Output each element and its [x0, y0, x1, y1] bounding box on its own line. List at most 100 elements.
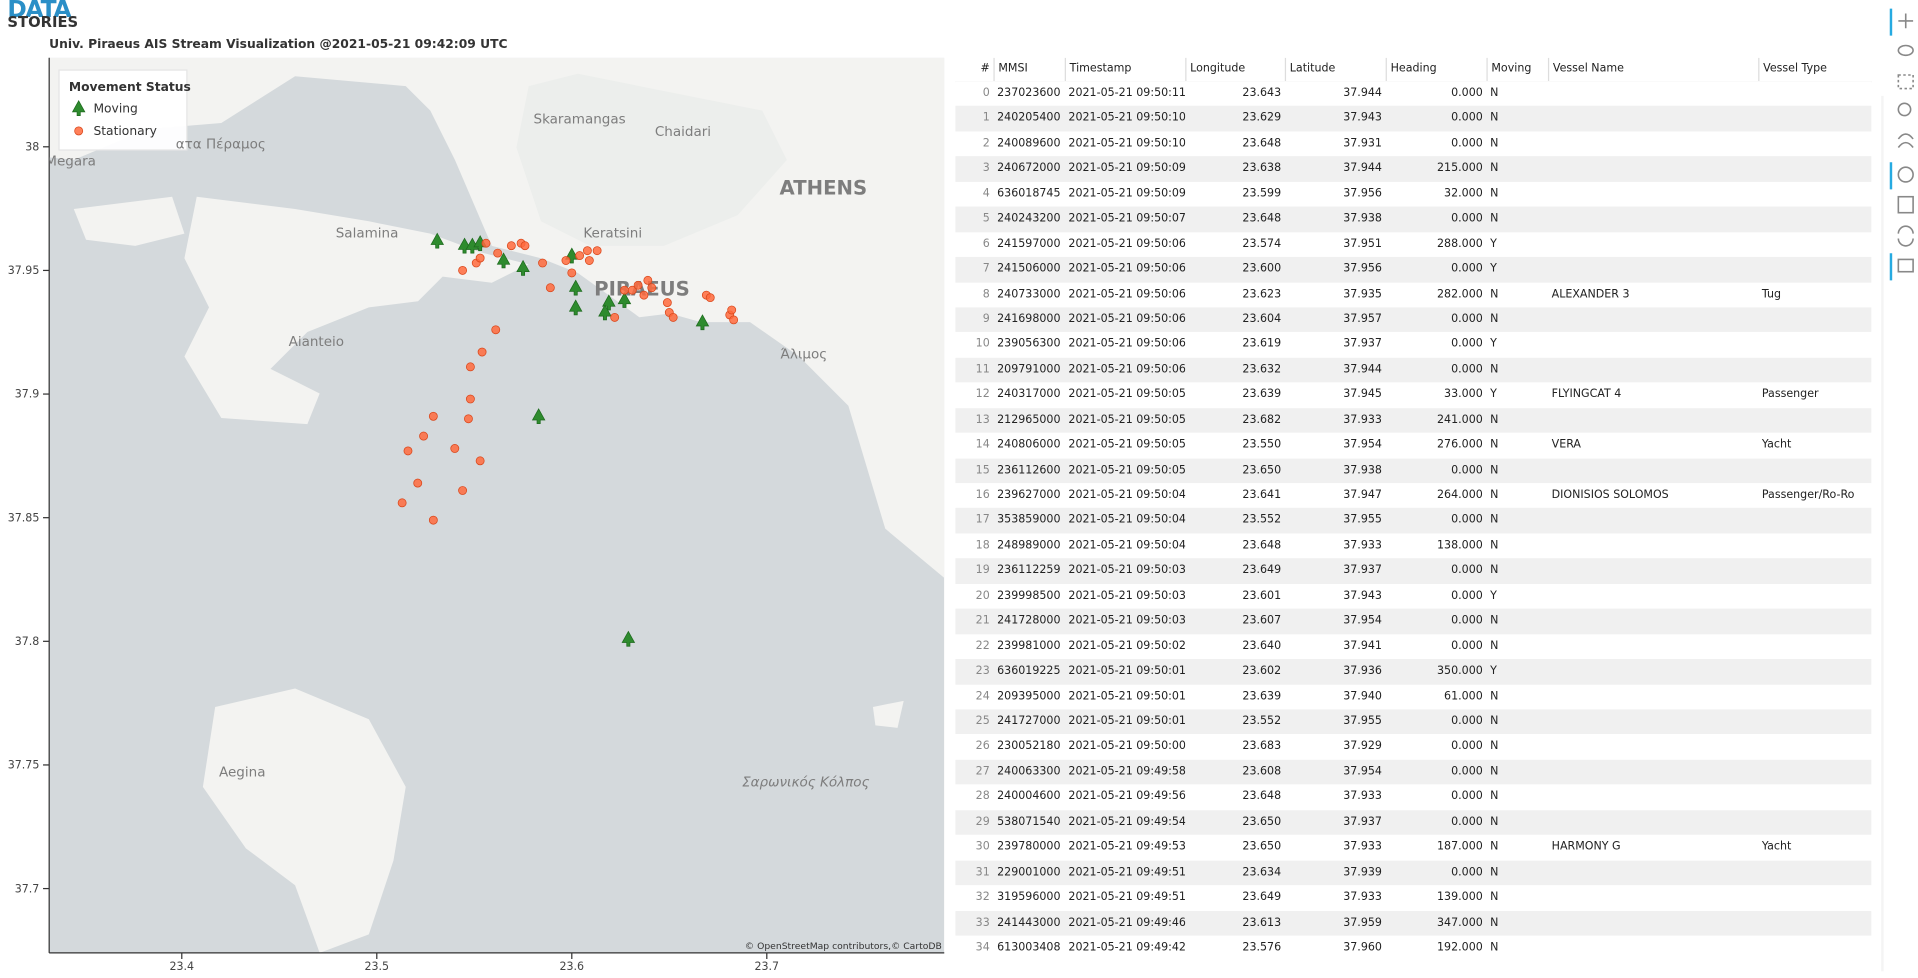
- row-index: 2: [982, 137, 990, 150]
- row-index: 17: [975, 514, 990, 527]
- refresh-tool[interactable]: [1897, 225, 1914, 247]
- table-cell: 0.000: [1451, 564, 1483, 578]
- table-cell: 37.933: [1343, 841, 1382, 854]
- vessel-point: [567, 268, 577, 278]
- box-select-tool[interactable]: [1897, 74, 1914, 90]
- row-index: 29: [975, 816, 990, 829]
- column-header[interactable]: Timestamp: [1064, 57, 1185, 82]
- table-cell: N: [1490, 690, 1499, 703]
- table-cell: N: [1490, 413, 1499, 427]
- table-cell: 0.000: [1451, 313, 1483, 326]
- column-header[interactable]: Vessel Type: [1758, 57, 1869, 82]
- row-index: 7: [982, 263, 990, 276]
- table-cell: 23.682: [1242, 413, 1282, 427]
- zoom-tool[interactable]: [1897, 102, 1912, 117]
- table-cell: 23.574: [1242, 238, 1282, 251]
- table-cell: 241.000: [1437, 413, 1483, 427]
- table-cell: 240063300: [997, 765, 1061, 779]
- table-cell: 23.648: [1242, 212, 1282, 226]
- table-cell: 23.600: [1242, 263, 1282, 276]
- table-cell: 23.648: [1242, 790, 1282, 804]
- table-cell: 2021-05-21 09:50:10: [1068, 137, 1186, 150]
- table-cell: N: [1490, 363, 1499, 377]
- table-cell: 2021-05-21 09:50:01: [1068, 665, 1186, 678]
- table-row: 20 239998500 2021-05-21 09:50:03 23.601 37.9…: [955, 583, 1872, 609]
- hover-tool[interactable]: [1897, 258, 1914, 273]
- vessel-point: [413, 478, 423, 488]
- table-cell: 2021-05-21 09:50:01: [1068, 715, 1186, 728]
- table-row: 19 236112259 2021-05-21 09:50:03 23.649 37.9…: [955, 558, 1872, 584]
- row-index: 22: [975, 640, 990, 653]
- row-index: 23: [975, 665, 990, 678]
- table-cell: 288.000: [1437, 238, 1483, 251]
- row-index: 8: [982, 288, 990, 301]
- table-row: 31 229001000 2021-05-21 09:49:51 23.634 37.9…: [955, 860, 1872, 886]
- y-tick-label: 37.95: [8, 264, 40, 277]
- table-row: 14 240806000 2021-05-21 09:50:05 23.550 37.9…: [955, 432, 1872, 459]
- table-row: 15 236112600 2021-05-21 09:50:05 23.650 37.9…: [955, 458, 1872, 484]
- table-cell: N: [1490, 615, 1499, 628]
- row-index: 16: [975, 489, 990, 502]
- row-index: 26: [975, 740, 990, 753]
- table-cell: 33.000: [1444, 388, 1483, 402]
- vessel-point: [727, 305, 737, 315]
- row-index: 33: [975, 916, 990, 929]
- table-row: 26 230052180 2021-05-21 09:50:00 23.683 37.9…: [955, 734, 1872, 760]
- table-cell: N: [1490, 162, 1499, 175]
- table-cell: 2021-05-21 09:50:04: [1068, 539, 1186, 552]
- y-tick-label: 37.9: [15, 388, 40, 401]
- table-cell: Passenger: [1761, 388, 1819, 402]
- table-cell: 37.935: [1343, 288, 1382, 301]
- table-cell: 139.000: [1437, 891, 1483, 904]
- table-cell: 241698000: [997, 313, 1061, 326]
- map-label: Skaramangas: [533, 112, 625, 128]
- table-cell: 23.632: [1242, 363, 1282, 377]
- vessel-point: [458, 486, 468, 495]
- table-cell: 0.000: [1451, 263, 1483, 276]
- reset-tool[interactable]: [1897, 166, 1914, 183]
- column-header[interactable]: Moving: [1486, 57, 1547, 82]
- scrollbar-track: [1881, 95, 1884, 972]
- vessel-point: [475, 253, 485, 263]
- table-cell: N: [1490, 539, 1499, 552]
- vessel-point: [481, 238, 491, 248]
- row-index: 14: [975, 439, 990, 452]
- table-cell: N: [1490, 841, 1499, 854]
- table-cell: 37.929: [1343, 740, 1382, 753]
- table-cell: N: [1490, 137, 1499, 150]
- table-cell: N: [1490, 564, 1499, 578]
- table-cell: 37.951: [1343, 238, 1382, 251]
- table-cell: 23.601: [1242, 589, 1282, 603]
- table-cell: 37.944: [1343, 162, 1382, 175]
- pan-tool[interactable]: [1898, 13, 1914, 29]
- table-cell: Passenger/Ro-Ro: [1761, 489, 1855, 502]
- row-index: 0: [982, 87, 990, 100]
- row-index: 4: [982, 187, 990, 201]
- column-header[interactable]: MMSI: [993, 57, 1064, 82]
- row-index: 27: [975, 765, 990, 779]
- table-cell: 2021-05-21 09:49:46: [1068, 916, 1186, 929]
- row-index: 19: [975, 564, 990, 578]
- column-header[interactable]: #: [980, 62, 990, 75]
- column-header[interactable]: Latitude: [1284, 57, 1386, 82]
- table-row: 17 353859000 2021-05-21 09:50:04 23.552 37.9…: [955, 508, 1872, 534]
- table-row: 7 241506000 2021-05-21 09:50:06 23.600 37.95…: [955, 257, 1872, 283]
- table-row: 11 209791000 2021-05-21 09:50:06 23.632 37.9…: [955, 357, 1872, 383]
- table-cell: 23.629: [1242, 112, 1282, 125]
- row-index: 9: [982, 313, 990, 326]
- table-cell: 239056300: [997, 338, 1061, 351]
- table-cell: 2021-05-21 09:50:06: [1068, 313, 1186, 326]
- table-cell: 23.639: [1242, 388, 1282, 402]
- wheel-zoom-tool[interactable]: [1897, 133, 1914, 149]
- table-row: 10 239056300 2021-05-21 09:50:06 23.619 37.9…: [955, 332, 1872, 358]
- column-header[interactable]: Vessel Name: [1547, 57, 1758, 82]
- column-header[interactable]: Longitude: [1185, 57, 1285, 82]
- table-cell: 0.000: [1451, 715, 1483, 728]
- lasso-tool[interactable]: [1897, 44, 1914, 57]
- map-label: Chaidari: [655, 124, 711, 140]
- table-cell: 241727000: [997, 715, 1061, 728]
- column-header[interactable]: Heading: [1385, 57, 1487, 82]
- vessel-point: [477, 347, 487, 357]
- table-row: 0 237023600 2021-05-21 09:50:11 23.643 37.94…: [955, 81, 1872, 107]
- save-tool[interactable]: [1897, 195, 1914, 214]
